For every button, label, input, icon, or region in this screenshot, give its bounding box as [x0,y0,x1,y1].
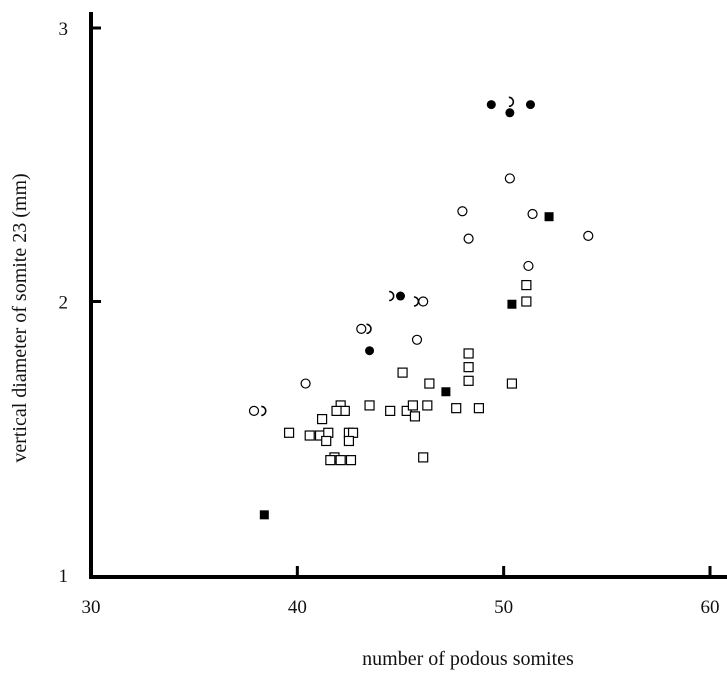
point-open-square [339,405,350,416]
point-open-square [521,279,532,291]
point-open-square [343,435,355,447]
point-filled-circle [396,291,405,301]
y-tick-label: 1 [59,566,69,587]
point-open-circle [411,334,423,345]
point-filled-square [507,299,517,309]
point-open-circle [356,323,367,334]
point-open-square [451,403,462,414]
point-filled-square [259,510,269,520]
point-open-square [422,400,433,411]
point-half-circle [389,290,395,302]
point-open-circle [300,378,311,389]
point-open-square [397,367,408,378]
point-open-square [325,455,336,466]
point-open-square [335,455,346,466]
point-open-square [463,375,474,386]
point-filled-circle [505,108,515,118]
point-open-square [385,405,396,416]
point-filled-circle [525,100,535,110]
x-tick-label: 50 [494,597,513,618]
point-filled-square [441,387,451,397]
point-open-circle [527,208,538,220]
point-open-square [473,403,485,414]
point-open-circle [463,233,474,244]
point-open-circle [457,206,468,217]
ticks [91,26,712,577]
point-open-square [407,400,418,411]
point-open-circle [504,173,515,184]
point-open-square [409,411,421,422]
point-open-square [304,430,315,441]
y-tick-label: 3 [59,19,69,40]
point-open-square [401,405,412,416]
point-half-circle [366,323,372,335]
point-half-circle [261,405,267,417]
x-tick-label: 30 [82,597,101,618]
point-open-square [506,378,518,389]
x-tick-label: 40 [288,597,307,618]
axes [89,12,727,579]
point-filled-square [544,212,554,222]
point-filled-circle [486,100,496,110]
point-open-square [316,414,328,425]
point-open-circle [418,296,429,307]
point-open-square [424,378,435,389]
point-open-square [321,435,332,447]
point-open-square [283,427,295,438]
x-tick-label: 60 [701,597,720,618]
x-axis-title: number of podous somites [362,648,574,670]
point-filled-circle [365,346,375,356]
point-open-square [463,362,474,373]
point-open-circle [248,405,260,416]
y-axis-title: vertical diameter of somite 23 (mm) [9,173,31,462]
point-open-square [463,348,474,359]
point-open-square [521,296,532,307]
point-half-circle [413,296,420,307]
tick-labels: 30 40 50 60 1 2 3 [59,19,720,618]
y-tick-label: 2 [59,293,69,314]
point-open-square [364,400,375,411]
data-points [248,96,594,520]
point-open-circle [583,230,594,241]
point-open-circle [523,260,534,272]
point-open-square [345,455,357,466]
point-open-square [418,452,429,463]
point-half-circle [508,96,515,108]
point-open-square [331,405,342,416]
